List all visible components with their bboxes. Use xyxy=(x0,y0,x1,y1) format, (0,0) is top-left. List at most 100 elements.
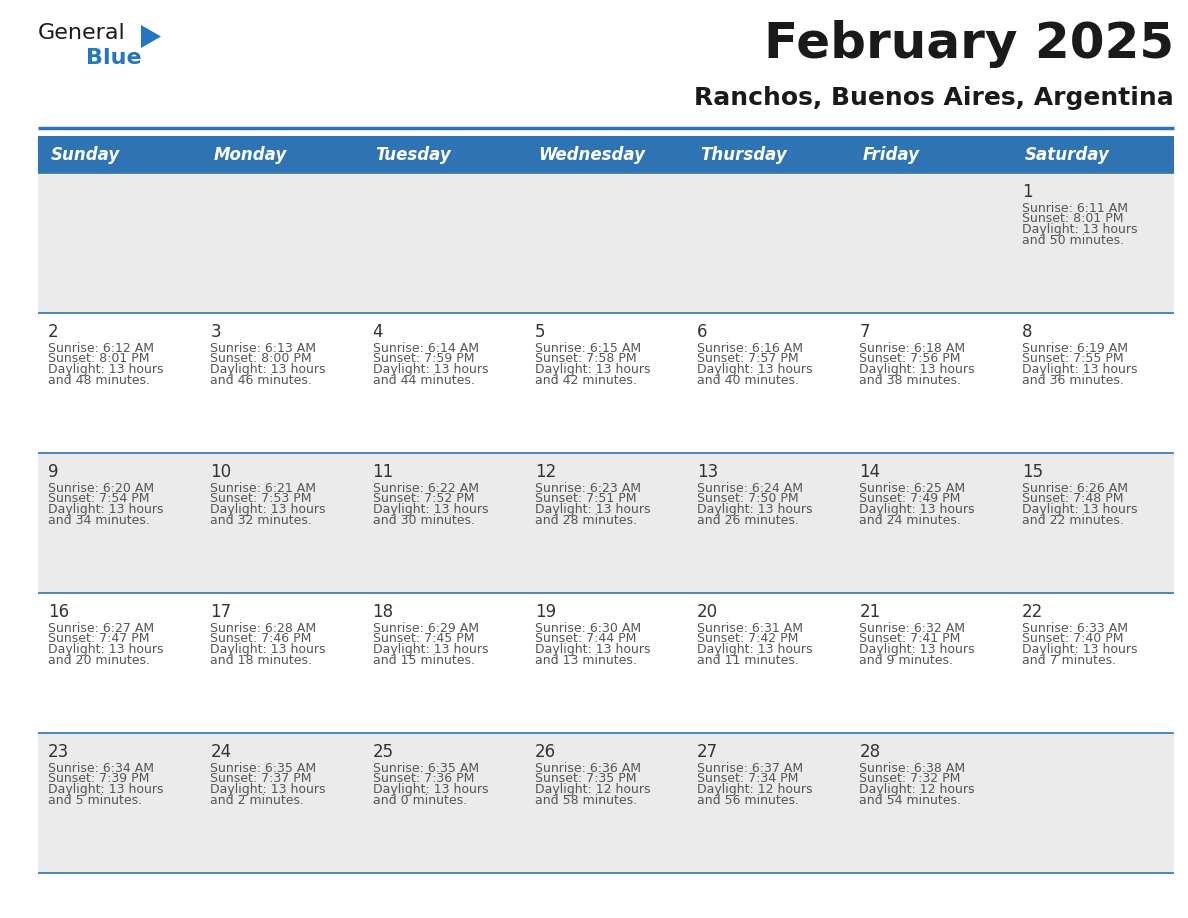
Text: 12: 12 xyxy=(535,463,556,481)
Text: Daylight: 13 hours: Daylight: 13 hours xyxy=(210,644,326,656)
Text: and 18 minutes.: and 18 minutes. xyxy=(210,654,312,666)
Text: 20: 20 xyxy=(697,603,719,621)
Text: Daylight: 13 hours: Daylight: 13 hours xyxy=(373,783,488,796)
Text: Sunset: 7:32 PM: Sunset: 7:32 PM xyxy=(859,772,961,785)
Text: 16: 16 xyxy=(48,603,69,621)
Text: Sunrise: 6:35 AM: Sunrise: 6:35 AM xyxy=(373,762,479,775)
Text: Daylight: 13 hours: Daylight: 13 hours xyxy=(210,364,326,376)
Text: Daylight: 13 hours: Daylight: 13 hours xyxy=(210,783,326,796)
Text: Sunset: 7:54 PM: Sunset: 7:54 PM xyxy=(48,492,150,505)
Text: and 2 minutes.: and 2 minutes. xyxy=(210,794,304,807)
Text: Monday: Monday xyxy=(214,145,286,163)
Text: Ranchos, Buenos Aires, Argentina: Ranchos, Buenos Aires, Argentina xyxy=(694,86,1174,110)
Text: Daylight: 13 hours: Daylight: 13 hours xyxy=(373,503,488,516)
Text: Daylight: 13 hours: Daylight: 13 hours xyxy=(373,364,488,376)
Text: Sunset: 7:36 PM: Sunset: 7:36 PM xyxy=(373,772,474,785)
Text: Sunrise: 6:14 AM: Sunrise: 6:14 AM xyxy=(373,341,479,354)
Text: Sunrise: 6:34 AM: Sunrise: 6:34 AM xyxy=(48,762,154,775)
Text: Daylight: 13 hours: Daylight: 13 hours xyxy=(535,644,650,656)
Text: Sunrise: 6:13 AM: Sunrise: 6:13 AM xyxy=(210,341,316,354)
Text: Daylight: 12 hours: Daylight: 12 hours xyxy=(535,783,650,796)
Text: Thursday: Thursday xyxy=(700,145,786,163)
Text: Sunday: Sunday xyxy=(51,145,120,163)
Text: Daylight: 13 hours: Daylight: 13 hours xyxy=(1022,503,1137,516)
Text: and 46 minutes.: and 46 minutes. xyxy=(210,374,312,386)
Text: 17: 17 xyxy=(210,603,232,621)
Text: Sunrise: 6:21 AM: Sunrise: 6:21 AM xyxy=(210,482,316,495)
Bar xyxy=(38,173,1174,313)
Text: Wednesday: Wednesday xyxy=(538,145,645,163)
Text: Daylight: 13 hours: Daylight: 13 hours xyxy=(210,503,326,516)
Text: and 42 minutes.: and 42 minutes. xyxy=(535,374,637,386)
Text: and 28 minutes.: and 28 minutes. xyxy=(535,514,637,527)
Text: 1: 1 xyxy=(1022,183,1032,201)
Text: Daylight: 13 hours: Daylight: 13 hours xyxy=(697,364,813,376)
Text: Sunset: 7:55 PM: Sunset: 7:55 PM xyxy=(1022,353,1124,365)
Text: Sunset: 7:46 PM: Sunset: 7:46 PM xyxy=(210,633,311,645)
Text: Sunset: 7:53 PM: Sunset: 7:53 PM xyxy=(210,492,311,505)
Text: Sunset: 7:39 PM: Sunset: 7:39 PM xyxy=(48,772,150,785)
Text: Sunrise: 6:19 AM: Sunrise: 6:19 AM xyxy=(1022,341,1127,354)
Text: Sunset: 7:50 PM: Sunset: 7:50 PM xyxy=(697,492,798,505)
Text: 23: 23 xyxy=(48,743,69,761)
Text: 19: 19 xyxy=(535,603,556,621)
Text: Sunrise: 6:26 AM: Sunrise: 6:26 AM xyxy=(1022,482,1127,495)
Polygon shape xyxy=(141,25,162,48)
Text: and 56 minutes.: and 56 minutes. xyxy=(697,794,800,807)
Text: Daylight: 13 hours: Daylight: 13 hours xyxy=(535,503,650,516)
Text: General: General xyxy=(38,23,126,43)
Text: Sunset: 7:49 PM: Sunset: 7:49 PM xyxy=(859,492,961,505)
Text: and 15 minutes.: and 15 minutes. xyxy=(373,654,474,666)
Text: Daylight: 13 hours: Daylight: 13 hours xyxy=(1022,223,1137,236)
Text: 8: 8 xyxy=(1022,323,1032,341)
Text: 27: 27 xyxy=(697,743,719,761)
Text: Sunset: 8:01 PM: Sunset: 8:01 PM xyxy=(1022,212,1123,225)
Text: Sunset: 7:58 PM: Sunset: 7:58 PM xyxy=(535,353,637,365)
Text: 9: 9 xyxy=(48,463,58,481)
Text: Blue: Blue xyxy=(86,48,141,68)
Text: Daylight: 13 hours: Daylight: 13 hours xyxy=(697,503,813,516)
Text: 28: 28 xyxy=(859,743,880,761)
Text: 7: 7 xyxy=(859,323,870,341)
Bar xyxy=(38,453,1174,593)
Text: Sunset: 8:01 PM: Sunset: 8:01 PM xyxy=(48,353,150,365)
Text: Sunrise: 6:20 AM: Sunrise: 6:20 AM xyxy=(48,482,154,495)
Text: and 26 minutes.: and 26 minutes. xyxy=(697,514,800,527)
Text: Sunrise: 6:27 AM: Sunrise: 6:27 AM xyxy=(48,621,154,634)
Text: and 0 minutes.: and 0 minutes. xyxy=(373,794,467,807)
Text: Sunset: 7:59 PM: Sunset: 7:59 PM xyxy=(373,353,474,365)
Text: Sunset: 7:41 PM: Sunset: 7:41 PM xyxy=(859,633,961,645)
Text: and 24 minutes.: and 24 minutes. xyxy=(859,514,961,527)
Text: Daylight: 13 hours: Daylight: 13 hours xyxy=(859,364,975,376)
Text: 18: 18 xyxy=(373,603,393,621)
Text: Sunrise: 6:32 AM: Sunrise: 6:32 AM xyxy=(859,621,966,634)
Text: and 9 minutes.: and 9 minutes. xyxy=(859,654,954,666)
Text: Daylight: 13 hours: Daylight: 13 hours xyxy=(48,644,164,656)
Text: 6: 6 xyxy=(697,323,708,341)
Text: Daylight: 13 hours: Daylight: 13 hours xyxy=(373,644,488,656)
Text: Sunrise: 6:23 AM: Sunrise: 6:23 AM xyxy=(535,482,640,495)
Text: and 40 minutes.: and 40 minutes. xyxy=(697,374,800,386)
Text: Sunrise: 6:31 AM: Sunrise: 6:31 AM xyxy=(697,621,803,634)
Text: and 11 minutes.: and 11 minutes. xyxy=(697,654,800,666)
Text: Sunset: 7:34 PM: Sunset: 7:34 PM xyxy=(697,772,798,785)
Text: Sunrise: 6:24 AM: Sunrise: 6:24 AM xyxy=(697,482,803,495)
Text: Sunset: 7:35 PM: Sunset: 7:35 PM xyxy=(535,772,637,785)
Text: Sunset: 7:52 PM: Sunset: 7:52 PM xyxy=(373,492,474,505)
Text: and 50 minutes.: and 50 minutes. xyxy=(1022,234,1124,247)
Text: and 44 minutes.: and 44 minutes. xyxy=(373,374,474,386)
Text: Sunrise: 6:36 AM: Sunrise: 6:36 AM xyxy=(535,762,640,775)
Text: Daylight: 12 hours: Daylight: 12 hours xyxy=(859,783,975,796)
Text: Sunset: 7:45 PM: Sunset: 7:45 PM xyxy=(373,633,474,645)
Text: Sunset: 7:48 PM: Sunset: 7:48 PM xyxy=(1022,492,1123,505)
Text: Sunrise: 6:12 AM: Sunrise: 6:12 AM xyxy=(48,341,154,354)
Text: Sunrise: 6:37 AM: Sunrise: 6:37 AM xyxy=(697,762,803,775)
Text: Daylight: 13 hours: Daylight: 13 hours xyxy=(1022,364,1137,376)
Text: and 38 minutes.: and 38 minutes. xyxy=(859,374,961,386)
Text: Daylight: 13 hours: Daylight: 13 hours xyxy=(48,503,164,516)
Text: Sunrise: 6:18 AM: Sunrise: 6:18 AM xyxy=(859,341,966,354)
Bar xyxy=(38,313,1174,453)
Bar xyxy=(38,593,1174,733)
Text: and 34 minutes.: and 34 minutes. xyxy=(48,514,150,527)
Text: Sunrise: 6:11 AM: Sunrise: 6:11 AM xyxy=(1022,201,1127,215)
